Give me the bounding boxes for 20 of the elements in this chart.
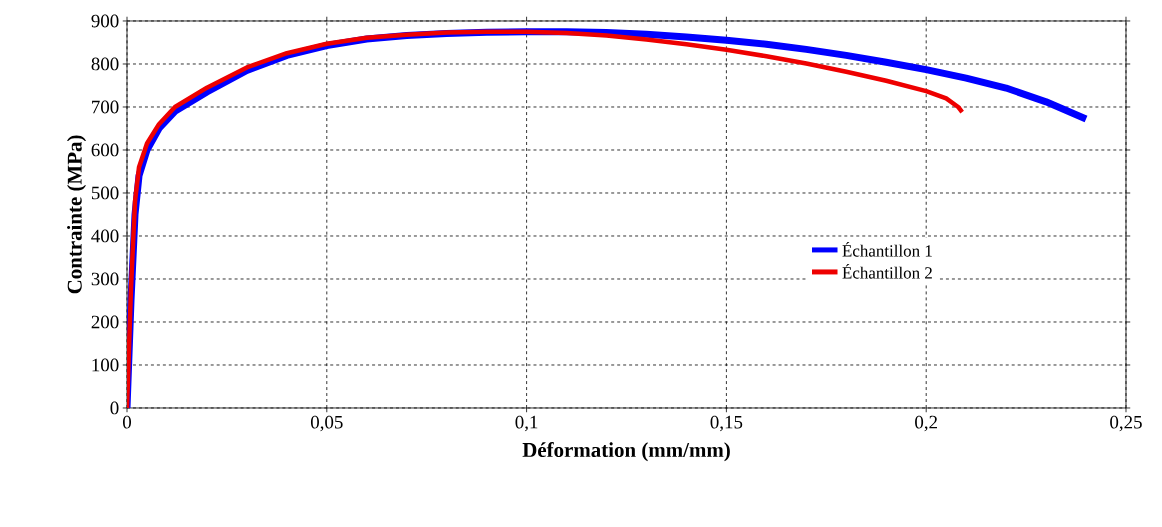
- legend-label: Échantillon 2: [842, 263, 932, 279]
- y-tick-label: 200: [91, 315, 119, 329]
- y-tick-label: 800: [91, 57, 119, 71]
- y-tick-label: 400: [91, 229, 119, 243]
- x-axis-title: Déformation (mm/mm): [522, 442, 730, 462]
- legend-label: Échantillon 1: [842, 241, 932, 257]
- y-tick-label: 300: [91, 272, 119, 286]
- y-axis-title: Contrainte (MPa): [67, 135, 87, 294]
- y-tick-label: 100: [92, 358, 119, 372]
- y-tick-label: 700: [92, 100, 119, 114]
- x-tick-label: 0,25: [1110, 415, 1142, 432]
- y-tick-label: 500: [91, 186, 119, 200]
- x-tick-label: 0,15: [710, 415, 743, 432]
- y-tick-label: 900: [91, 14, 119, 28]
- y-tick-label: 600: [91, 143, 119, 157]
- x-tick-label: 0,2: [915, 415, 937, 432]
- x-tick-label: 0,05: [310, 415, 343, 432]
- x-tick-label: 0: [123, 415, 132, 429]
- y-tick-label: 0: [110, 401, 119, 415]
- x-tick-label: 0,1: [515, 415, 538, 432]
